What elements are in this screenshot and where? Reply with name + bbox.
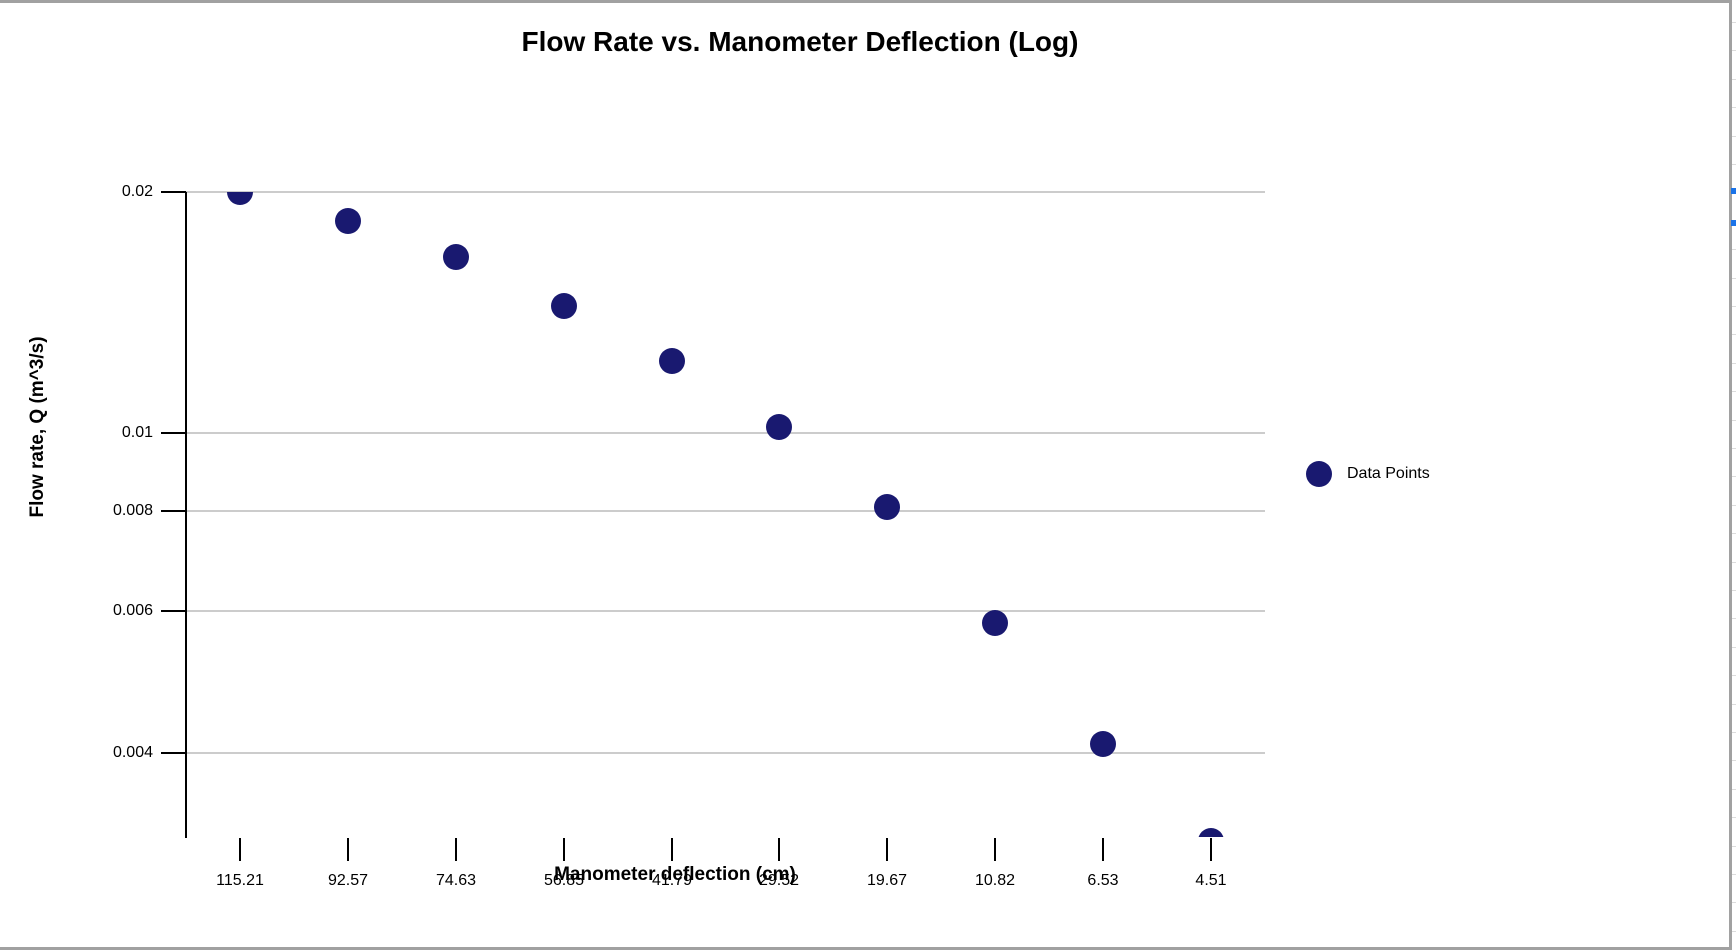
y-tick-label: 0.006 — [112, 602, 153, 619]
x-tick-label: 4.51 — [1195, 872, 1227, 889]
data-point[interactable] — [1090, 731, 1116, 757]
y-axis-title: Flow rate, Q (m^3/s) — [27, 336, 48, 518]
y-axis-tick — [161, 510, 186, 512]
sheet-row-line — [1732, 732, 1736, 733]
sheet-row-line — [1732, 817, 1736, 818]
data-point[interactable] — [659, 348, 685, 374]
x-tick-label: 115.21 — [216, 872, 264, 889]
sheet-row-line — [1732, 902, 1736, 903]
sheet-row-line — [1732, 278, 1736, 279]
sheet-row-line — [1732, 164, 1736, 165]
y-axis-tick — [161, 191, 186, 193]
sheet-row-line — [1732, 618, 1736, 619]
sheet-row-line — [1732, 675, 1736, 676]
y-tick-label: 0.02 — [121, 183, 153, 200]
sheet-row-line — [1732, 505, 1736, 506]
sheet-row-line — [1732, 789, 1736, 790]
legend-label: Data Points — [1347, 465, 1430, 482]
y-tick-label: 0.01 — [121, 424, 153, 441]
x-axis-title: Manometer deflection (cm) — [554, 864, 796, 885]
x-tick-label: 41.79 — [651, 872, 693, 889]
sheet-row-line — [1732, 562, 1736, 563]
y-tick-label: 0.004 — [112, 744, 153, 761]
sheet-row-line — [1732, 846, 1736, 847]
sheet-row-line — [1732, 647, 1736, 648]
sheet-row-line — [1732, 79, 1736, 80]
legend-item-data-points[interactable]: Data Points — [1306, 461, 1430, 487]
selection-marker — [1731, 188, 1736, 194]
x-axis-tick — [886, 838, 888, 861]
x-axis-tick — [1102, 838, 1104, 861]
sheet-row-line — [1732, 760, 1736, 761]
y-axis-tick — [161, 610, 186, 612]
gridline — [186, 191, 1265, 193]
sheet-row-line — [1732, 391, 1736, 392]
sheet-row-line — [1732, 420, 1736, 421]
sheet-row-line — [1732, 136, 1736, 137]
gridline — [186, 432, 1265, 434]
selection-marker — [1731, 220, 1736, 226]
x-axis-tick — [778, 838, 780, 861]
x-tick-label: 74.63 — [435, 872, 477, 889]
data-point[interactable] — [335, 208, 361, 234]
sheet-row-line — [1732, 334, 1736, 335]
sheet-row-line — [1732, 22, 1736, 23]
x-axis-tick — [239, 838, 241, 861]
x-tick-label: 29.52 — [758, 872, 800, 889]
data-point[interactable] — [227, 192, 253, 205]
x-axis-tick — [1210, 838, 1212, 861]
x-tick-label: 6.53 — [1087, 872, 1119, 889]
plot-area — [186, 192, 1265, 837]
sheet-row-line — [1732, 363, 1736, 364]
data-point[interactable] — [1198, 828, 1224, 837]
data-point[interactable] — [551, 293, 577, 319]
x-tick-label: 56.85 — [543, 872, 585, 889]
x-axis-tick — [994, 838, 996, 861]
data-point[interactable] — [874, 494, 900, 520]
x-tick-label: 92.57 — [327, 872, 369, 889]
sheet-row-line — [1732, 249, 1736, 250]
chart-title: Flow Rate vs. Manometer Deflection (Log) — [521, 26, 1079, 57]
sheet-row-line — [1732, 50, 1736, 51]
data-point[interactable] — [766, 414, 792, 440]
sheet-row-line — [1732, 874, 1736, 875]
y-axis-tick — [161, 752, 186, 754]
gridline — [186, 610, 1265, 612]
sheet-row-line — [1732, 306, 1736, 307]
data-point[interactable] — [982, 610, 1008, 636]
y-axis-tick — [161, 432, 186, 434]
x-tick-label: 19.67 — [866, 872, 908, 889]
gridline — [186, 752, 1265, 754]
x-tick-label: 10.82 — [974, 872, 1016, 889]
x-axis-tick — [671, 838, 673, 861]
sheet-row-line — [1732, 931, 1736, 932]
gridline — [186, 510, 1265, 512]
sheet-row-line — [1732, 107, 1736, 108]
sheet-row-line — [1732, 533, 1736, 534]
x-axis-tick — [563, 838, 565, 861]
data-point[interactable] — [443, 244, 469, 270]
y-axis-line — [185, 192, 187, 838]
x-axis-tick — [455, 838, 457, 861]
sheet-row-line — [1732, 448, 1736, 449]
sheet-row-strip — [1731, 0, 1736, 950]
sheet-row-line — [1732, 476, 1736, 477]
x-axis-tick — [347, 838, 349, 861]
sheet-row-line — [1732, 590, 1736, 591]
sheet-row-line — [1732, 704, 1736, 705]
y-tick-label: 0.008 — [112, 502, 153, 519]
legend-point-icon — [1306, 461, 1332, 487]
